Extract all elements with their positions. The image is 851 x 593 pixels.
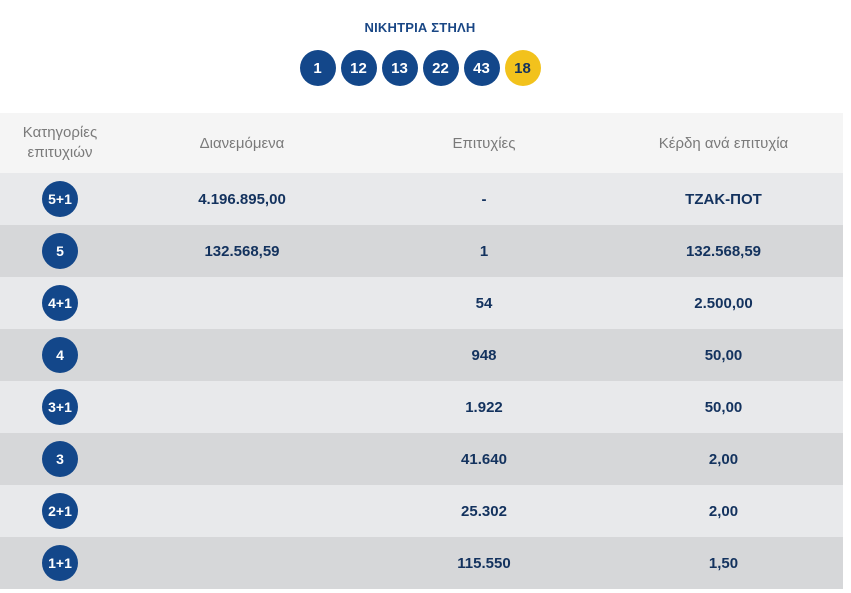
table-row: 4+1 54 2.500,00: [0, 277, 843, 329]
winning-number-ball: 13: [381, 50, 418, 86]
category-badge: 3: [42, 441, 78, 477]
winners-cell: 948: [471, 346, 497, 364]
winners-cell: 1: [479, 242, 489, 260]
prize-cell: 1,50: [708, 554, 739, 572]
header-winners: Επιτυχίες: [452, 134, 516, 152]
winning-number-ball: 22: [422, 50, 459, 86]
prize-cell: 50,00: [704, 398, 743, 416]
table-row: 3 41.640 2,00: [0, 433, 843, 485]
winners-cell: 115.550: [457, 554, 511, 572]
prize-cell: 2,00: [708, 450, 739, 468]
category-badge: 4+1: [42, 285, 78, 321]
prize-cell: 2,00: [708, 502, 739, 520]
category-badge: 1+1: [42, 545, 78, 581]
prize-cell: ΤΖΑΚ-ΠΟΤ: [685, 190, 762, 208]
table-row: 3+1 1.922 50,00: [0, 381, 843, 433]
distributed-cell: 132.568,59: [204, 242, 280, 260]
winning-column-section: ΝΙΚΗΤΡΙΑ ΣΤΗΛΗ 1 12 13 22 43 18: [0, 0, 851, 113]
prize-cell: 132.568,59: [685, 242, 762, 260]
winning-numbers: 1 12 13 22 43 18: [0, 50, 840, 86]
table-row: 4 948 50,00: [0, 329, 843, 381]
table-header: Κατηγορίες επιτυχιών Διανεμόμενα Επιτυχί…: [0, 113, 843, 173]
winners-cell: 41.640: [461, 450, 507, 468]
category-badge: 5+1: [42, 181, 78, 217]
category-badge: 2+1: [42, 493, 78, 529]
winning-number-ball: 1: [299, 50, 336, 86]
table-row: 5+1 4.196.895,00 - ΤΖΑΚ-ΠΟΤ: [0, 173, 843, 225]
joker-number-ball: 18: [504, 50, 541, 86]
category-badge: 5: [42, 233, 78, 269]
table-row: 2+1 25.302 2,00: [0, 485, 843, 537]
distributed-cell: 4.196.895,00: [198, 190, 286, 208]
table-row: 1+1 115.550 1,50: [0, 537, 843, 589]
winners-cell: 25.302: [461, 502, 507, 520]
category-badge: 3+1: [42, 389, 78, 425]
header-distributed: Διανεμόμενα: [199, 134, 285, 152]
table-row: 5 132.568,59 1 132.568,59: [0, 225, 843, 277]
header-category: Κατηγορίες επιτυχιών: [22, 124, 98, 161]
prize-cell: 50,00: [704, 346, 743, 364]
prize-table: Κατηγορίες επιτυχιών Διανεμόμενα Επιτυχί…: [0, 113, 843, 589]
header-prize: Κέρδη ανά επιτυχία: [658, 134, 789, 152]
winners-cell: -: [481, 190, 487, 208]
winning-column-title: ΝΙΚΗΤΡΙΑ ΣΤΗΛΗ: [364, 20, 476, 35]
prize-cell: 2.500,00: [694, 294, 753, 312]
winners-cell: 54: [475, 294, 493, 312]
winning-number-ball: 43: [463, 50, 500, 86]
winners-cell: 1.922: [465, 398, 503, 416]
winning-number-ball: 12: [340, 50, 377, 86]
category-badge: 4: [42, 337, 78, 373]
